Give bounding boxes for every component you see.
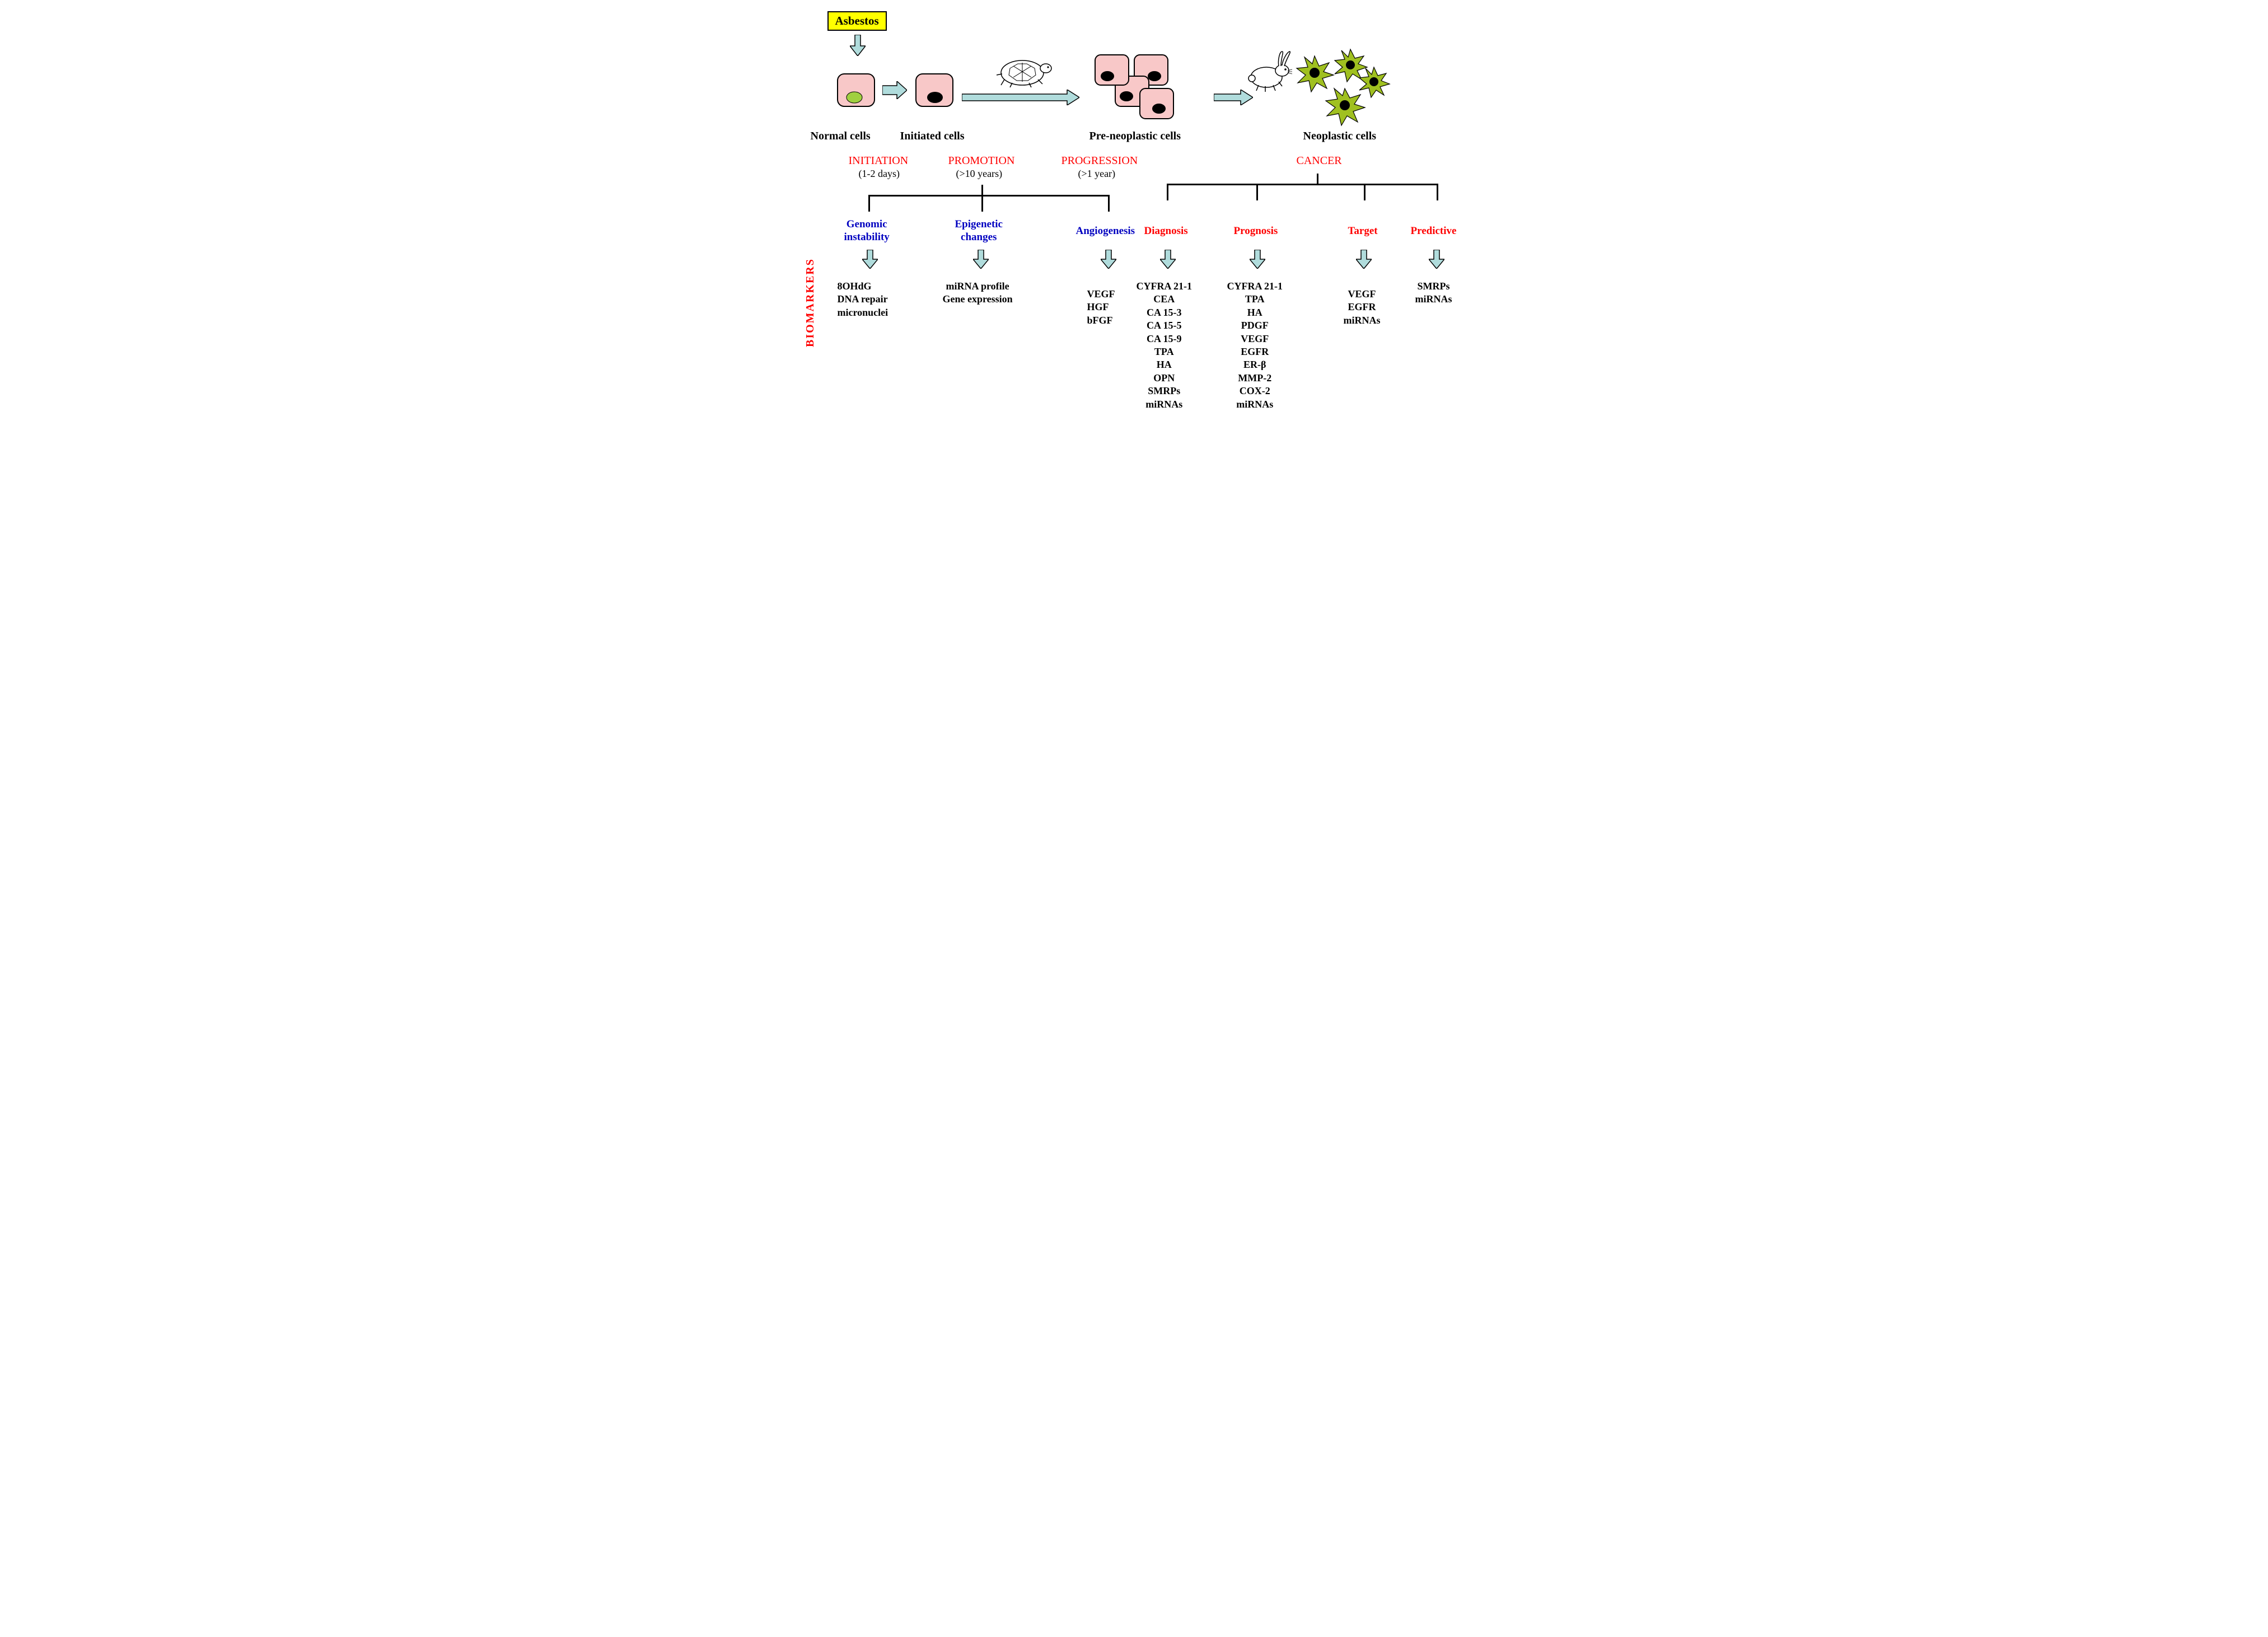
sidebar-biomarkers: BIOMARKERS (804, 258, 817, 347)
arrow-predictive (1429, 250, 1444, 269)
left-bracket-top (868, 195, 1109, 197)
left-bracket-l (868, 195, 870, 212)
asbestos-label: Asbestos (827, 11, 887, 31)
stage-cancer: CANCER (1297, 155, 1342, 167)
pre-neoplastic-label: Pre-neoplastic cells (1089, 130, 1181, 143)
right-bracket-2 (1256, 184, 1258, 200)
arrow-diagnosis (1160, 250, 1176, 269)
arrow-down-asbestos (850, 35, 866, 56)
rabbit-icon (1241, 50, 1297, 96)
left-bracket-stem (981, 185, 983, 195)
arrow-target (1356, 250, 1372, 269)
list-genomic: 8OHdGDNA repairmicronuclei (838, 280, 889, 319)
right-bracket-4 (1437, 184, 1438, 200)
arrow-right-3 (1214, 90, 1253, 108)
arrow-right-2 (962, 90, 1079, 108)
initiated-cell-label: Initiated cells (900, 130, 965, 143)
initiated-cell (915, 73, 954, 110)
subcat-epigenetic: Epigeneticchanges (955, 218, 1003, 244)
subcat-diagnosis: Diagnosis (1144, 225, 1188, 237)
subcat-genomic: Genomicinstability (844, 218, 890, 244)
subcat-angiogenesis: Angiogenesis (1076, 225, 1135, 237)
arrow-prognosis (1250, 250, 1265, 269)
left-bracket-r (1108, 195, 1110, 212)
arrow-epigenetic (973, 250, 989, 269)
list-angiogenesis: VEGFHGFbFGF (1087, 288, 1115, 327)
arrow-right-1 (882, 81, 907, 102)
stage-initiation-sub: (1-2 days) (859, 168, 900, 180)
list-predictive: SMRPsmiRNAs (1415, 280, 1452, 306)
right-bracket-stem (1317, 174, 1318, 184)
list-epigenetic: miRNA profileGene expression (943, 280, 1013, 306)
right-bracket-1 (1167, 184, 1168, 200)
subcat-predictive: Predictive (1411, 225, 1457, 237)
turtle-icon (994, 50, 1056, 92)
right-bracket-3 (1364, 184, 1366, 200)
stage-promotion-sub: (>10 years) (956, 168, 1003, 180)
stage-progression-sub: (>1 year) (1078, 168, 1116, 180)
arrow-genomic (862, 250, 878, 269)
normal-cell-label: Normal cells (811, 130, 871, 143)
left-bracket-m (981, 195, 983, 212)
right-bracket-top (1167, 184, 1438, 185)
normal-cell (836, 73, 876, 110)
arrow-angiogenesis (1101, 250, 1116, 269)
list-target: VEGFEGFRmiRNAs (1344, 288, 1381, 327)
stage-progression: PROGRESSION (1061, 155, 1138, 167)
neoplastic-label: Neoplastic cells (1303, 130, 1377, 143)
stage-initiation: INITIATION (849, 155, 909, 167)
subcat-target: Target (1348, 225, 1378, 237)
list-prognosis: CYFRA 21-1TPAHAPDGFVEGFEGFRER-βMMP-2COX-… (1227, 280, 1283, 411)
subcat-prognosis: Prognosis (1234, 225, 1278, 237)
neoplastic-cells (1290, 45, 1396, 132)
list-diagnosis: CYFRA 21-1CEACA 15-3CA 15-5CA 15-9TPAHAO… (1137, 280, 1193, 411)
pre-neoplastic-cells (1094, 54, 1178, 129)
stage-promotion: PROMOTION (948, 155, 1015, 167)
